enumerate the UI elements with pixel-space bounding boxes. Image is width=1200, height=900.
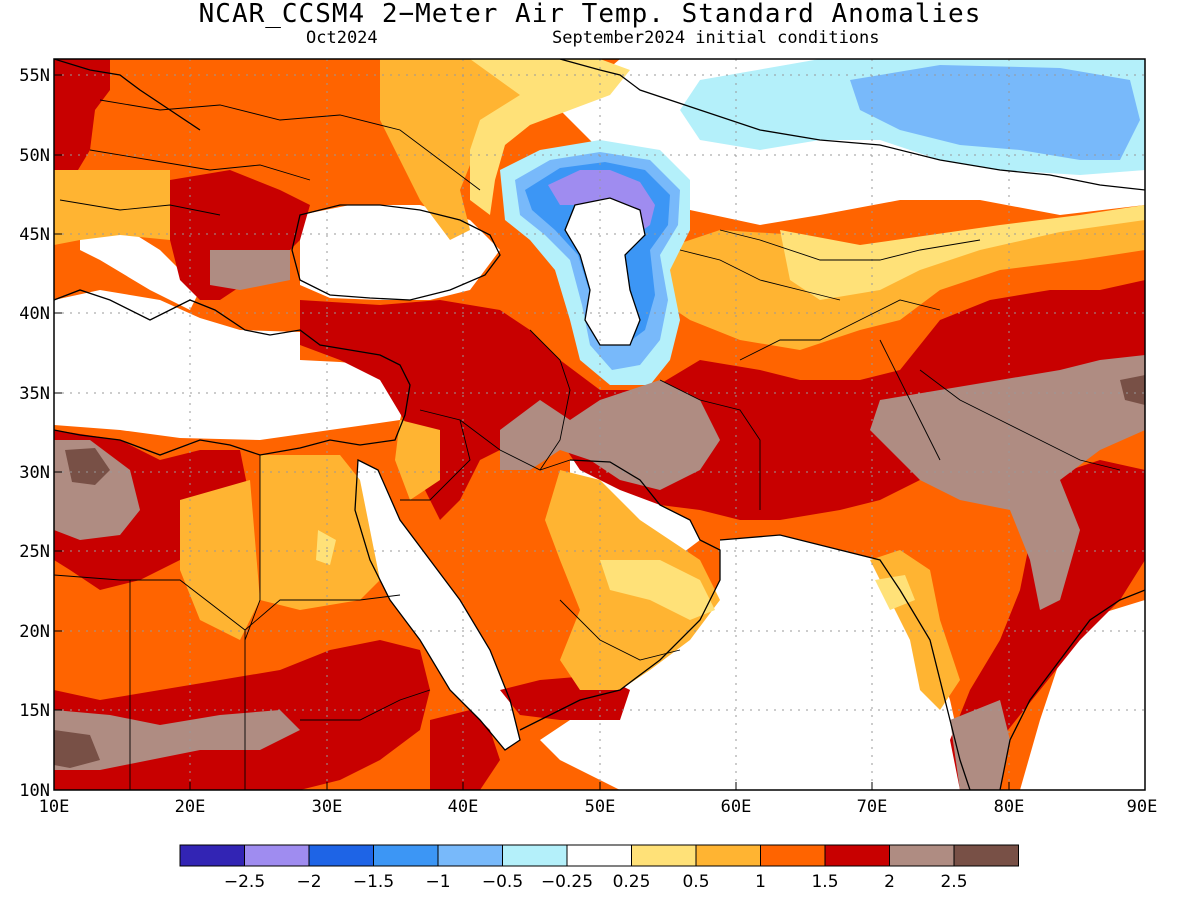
lat-label-15N: 15N: [19, 701, 50, 721]
colorbar: −2.5 −2 −1.5 −1 −0.5 −0.25 0.25 0.5 1 1.5 2 2.5: [179, 844, 1019, 892]
colorbar-label: 1.5: [811, 872, 838, 892]
coastlines: [54, 59, 1145, 790]
lon-label-20E: 20E: [175, 797, 206, 817]
lat-label-30N: 30N: [19, 463, 50, 483]
colorbar-label: 1: [755, 872, 766, 892]
lat-label-25N: 25N: [19, 542, 50, 562]
lat-label-10N: 10N: [19, 781, 50, 801]
colorbar-swatch: [244, 844, 310, 867]
colorbar-label: −1: [425, 872, 450, 892]
siberia-blue: [850, 65, 1140, 160]
colorbar-label: −2.5: [224, 872, 265, 892]
colorbar-label: −0.25: [541, 872, 593, 892]
colorbar-swatch: [179, 844, 245, 867]
colorbar-swatch: [760, 844, 826, 867]
colorbar-label: 2: [884, 872, 895, 892]
tick-marks: [53, 74, 1146, 791]
lon-label-90E: 90E: [1127, 797, 1158, 817]
colorbar-swatch: [953, 844, 1019, 867]
lon-label-10E: 10E: [39, 797, 70, 817]
forecast-month: Oct2024: [306, 28, 378, 48]
colorbar-label: −2: [296, 872, 321, 892]
caspian-sea: [565, 198, 645, 345]
lon-label-30E: 30E: [312, 797, 343, 817]
lon-label-60E: 60E: [721, 797, 752, 817]
graticule: [54, 59, 1145, 790]
lon-label-80E: 80E: [994, 797, 1025, 817]
country-borders: [54, 99, 1121, 790]
red-sea: [355, 460, 520, 750]
anomaly-field: [54, 59, 1145, 790]
chart-title: NCAR_CCSM4 2−Meter Air Temp. Standard An…: [198, 0, 982, 29]
lat-label-20N: 20N: [19, 622, 50, 642]
colorbar-swatch: [566, 844, 632, 867]
colorbar-swatch: [695, 844, 761, 867]
mediterranean-sea: [54, 290, 410, 440]
lat-label-55N: 55N: [19, 66, 50, 86]
colorbar-swatch: [308, 844, 374, 867]
colorbar-swatch: [502, 844, 568, 867]
lon-label-50E: 50E: [585, 797, 616, 817]
colorbar-label: −1.5: [353, 872, 394, 892]
initial-conditions: September2024 initial conditions: [552, 28, 880, 48]
colorbar-swatch: [631, 844, 697, 867]
colorbar-swatch: [437, 844, 503, 867]
lon-label-40E: 40E: [448, 797, 479, 817]
colorbar-swatch: [889, 844, 955, 867]
lat-label-40N: 40N: [19, 304, 50, 324]
lat-label-45N: 45N: [19, 225, 50, 245]
colorbar-label: 2.5: [940, 872, 967, 892]
lat-label-50N: 50N: [19, 146, 50, 166]
colorbar-label: 0.5: [682, 872, 709, 892]
lat-label-35N: 35N: [19, 384, 50, 404]
colorbar-label: −0.5: [482, 872, 523, 892]
arabian-sea: [540, 535, 970, 790]
colorbar-swatch: [824, 844, 890, 867]
colorbar-swatch: [373, 844, 439, 867]
bay-of-bengal: [1020, 600, 1145, 790]
lon-label-70E: 70E: [857, 797, 888, 817]
colorbar-label: 0.25: [613, 872, 651, 892]
